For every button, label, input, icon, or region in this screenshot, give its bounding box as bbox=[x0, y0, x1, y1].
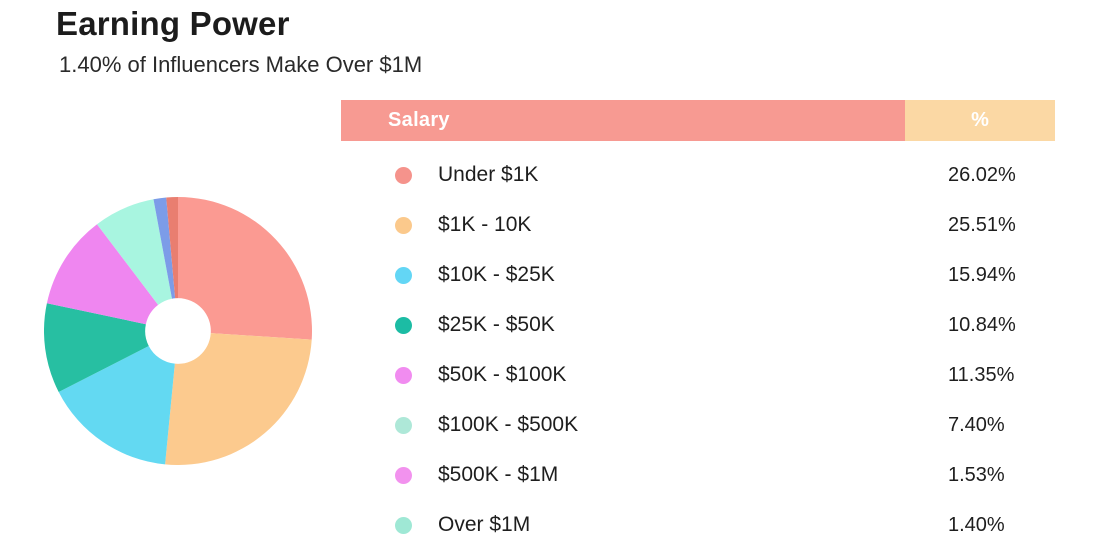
donut-slice bbox=[97, 199, 172, 305]
table-row: Under $1K 26.02% bbox=[341, 150, 1055, 200]
table-row: $10K - $25K 15.94% bbox=[341, 250, 1055, 300]
salary-range-label: $1K - 10K bbox=[438, 213, 532, 236]
donut-slice bbox=[166, 197, 178, 299]
salary-range-label: $100K - $500K bbox=[438, 413, 579, 436]
salary-range-label: $10K - $25K bbox=[438, 263, 555, 286]
percent-value: 25.51% bbox=[948, 213, 1016, 236]
table-row: $25K - $50K 10.84% bbox=[341, 300, 1055, 350]
percent-value: 1.53% bbox=[948, 463, 1005, 486]
table-row: $1K - 10K 25.51% bbox=[341, 200, 1055, 250]
table-row: $50K - $100K 11.35% bbox=[341, 350, 1055, 400]
legend-dot-icon bbox=[395, 266, 412, 284]
donut-slice bbox=[46, 224, 159, 325]
percent-value: 11.35% bbox=[948, 363, 1015, 386]
legend-dot-icon bbox=[395, 166, 412, 184]
donut-slice bbox=[58, 345, 175, 465]
legend-dot-icon bbox=[395, 316, 412, 334]
salary-range-label: Over $1M bbox=[438, 513, 531, 536]
legend-dot-icon bbox=[395, 466, 412, 484]
table-row: $500K - $1M 1.53% bbox=[341, 450, 1055, 500]
salary-column-header: Salary bbox=[341, 100, 905, 141]
table-row: $100K - $500K 7.40% bbox=[341, 400, 1055, 450]
percent-value: 10.84% bbox=[948, 313, 1016, 336]
legend-dot-icon bbox=[395, 366, 412, 384]
percent-value: 15.94% bbox=[948, 263, 1016, 286]
salary-range-label: Under $1K bbox=[438, 163, 539, 186]
salary-range-label: $50K - $100K bbox=[438, 363, 567, 386]
salary-table-header: Salary % bbox=[341, 100, 1055, 141]
percent-column-header: % bbox=[905, 100, 1055, 141]
donut-slice bbox=[43, 303, 149, 393]
percent-value: 26.02% bbox=[948, 163, 1016, 186]
salary-range-label: $500K - $1M bbox=[438, 463, 559, 486]
page-title: Earning Power bbox=[56, 5, 290, 42]
percent-value: 7.40% bbox=[948, 413, 1005, 436]
table-row: Over $1M 1.40% bbox=[341, 500, 1055, 550]
donut-slice bbox=[165, 333, 312, 466]
salary-range-label: $25K - $50K bbox=[438, 313, 555, 336]
donut-chart-svg bbox=[43, 197, 312, 466]
legend-dot-icon bbox=[395, 516, 412, 534]
page-subtitle: 1.40% of Influencers Make Over $1M bbox=[59, 52, 423, 77]
percent-value: 1.40% bbox=[948, 513, 1005, 536]
donut-slice bbox=[178, 197, 312, 340]
legend-dot-icon bbox=[395, 416, 412, 434]
legend-dot-icon bbox=[395, 216, 412, 234]
salary-table-body: Under $1K 26.02% $1K - 10K 25.51% $10K -… bbox=[341, 141, 1055, 550]
donut-chart bbox=[43, 197, 312, 466]
donut-slice bbox=[153, 197, 176, 299]
